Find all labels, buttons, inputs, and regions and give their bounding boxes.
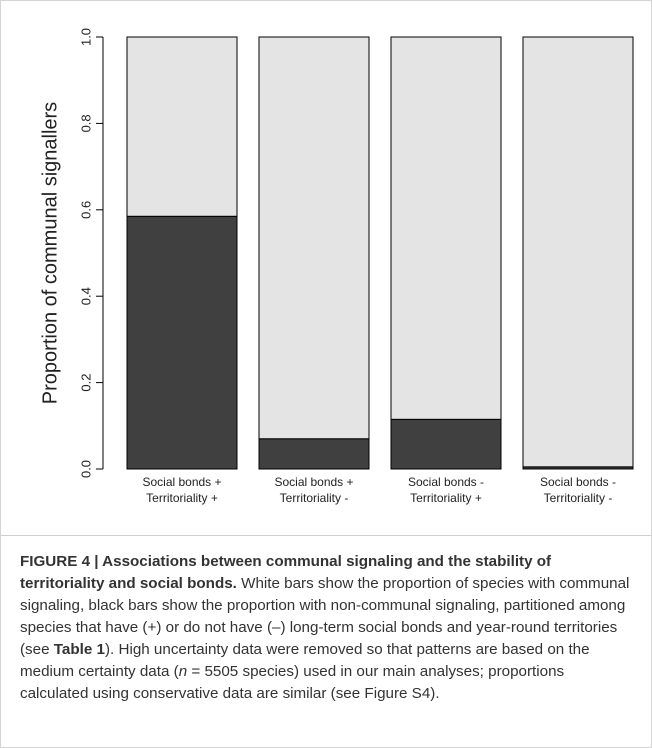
x-tick-label: Territoriality + (146, 491, 218, 505)
x-tick-label: Social bonds - (408, 475, 484, 489)
y-tick-label: 0.4 (78, 287, 93, 305)
x-tick-label: Social bonds + (142, 475, 221, 489)
bar-segment (390, 36, 502, 420)
x-tick-label: Social bonds + (274, 475, 353, 489)
separator (1, 535, 651, 536)
caption-text: = 5505 species) used in our main analyse… (20, 663, 565, 702)
caption-ref: Table 1 (53, 641, 105, 658)
caption-var: n (178, 663, 188, 680)
y-tick-label: 0.0 (78, 460, 93, 478)
y-axis-label: Proportion of communal signallers (39, 102, 61, 404)
bar-segment (258, 36, 370, 440)
x-tick-label: Territoriality - (544, 491, 613, 505)
caption: FIGURE 4 | Associations between communal… (20, 551, 636, 705)
y-tick-label: 0.6 (78, 201, 93, 219)
x-tick-label: Social bonds - (540, 475, 616, 489)
caption-text: White bars show the proportion of specie… (20, 575, 630, 658)
bar-segment (390, 418, 502, 470)
y-tick-label: 1.0 (78, 28, 93, 46)
bar-segment (258, 438, 370, 470)
x-tick-label: Territoriality - (280, 491, 349, 505)
chart: Proportion of communal signallers 0.0 0.2… (39, 28, 634, 505)
caption-text: ). High uncertainty data were removed so… (20, 641, 590, 680)
bar-segment (126, 36, 238, 217)
y-tick-label: 0.2 (78, 374, 93, 392)
y-tick-label: 0.8 (78, 114, 93, 132)
caption-title: FIGURE 4 | Associations between communal… (20, 553, 552, 592)
bar-segment (522, 36, 634, 468)
x-tick-label: Territoriality + (410, 491, 482, 505)
bar-segment (126, 215, 238, 470)
